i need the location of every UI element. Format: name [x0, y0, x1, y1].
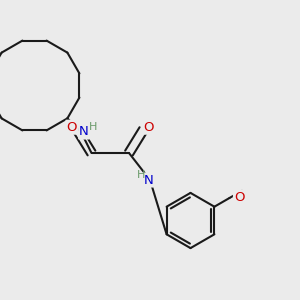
Text: H: H: [89, 122, 97, 133]
Text: O: O: [234, 190, 244, 204]
Text: O: O: [144, 121, 154, 134]
Text: O: O: [67, 121, 77, 134]
Text: N: N: [79, 125, 89, 139]
Text: H: H: [137, 169, 145, 180]
Text: N: N: [143, 173, 153, 187]
